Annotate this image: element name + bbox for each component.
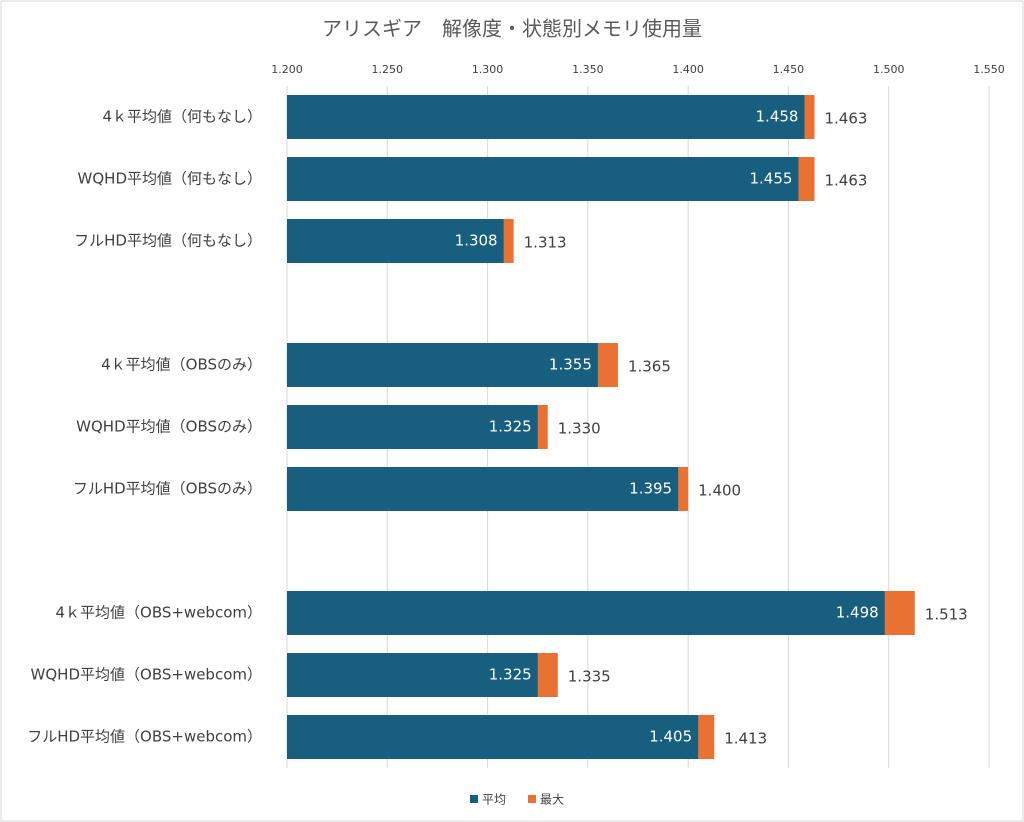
value-label: 1.413 xyxy=(724,730,767,748)
bar xyxy=(287,95,805,139)
legend-label: 最大 xyxy=(540,793,564,807)
value-label: 1.355 xyxy=(549,356,592,374)
y-tick-label: フルHD平均値（OBS+webcom） xyxy=(27,728,262,746)
y-tick-label: フルHD平均値（何もなし） xyxy=(74,232,262,250)
x-tick-label: 1.350 xyxy=(572,63,604,76)
bar xyxy=(287,653,538,697)
bar xyxy=(287,219,504,263)
y-tick-label: 4ｋ平均値（OBS+webcom） xyxy=(55,604,262,622)
value-label: 1.365 xyxy=(628,358,671,376)
bar xyxy=(287,715,699,759)
value-label: 1.313 xyxy=(524,234,567,252)
value-label: 1.463 xyxy=(825,110,868,128)
bar xyxy=(287,591,885,635)
y-tick-label: フルHD平均値（OBSのみ） xyxy=(73,480,262,498)
chart-title: アリスギア 解像度・状態別メモリ使用量 xyxy=(322,17,702,41)
y-tick-label: 4ｋ平均値（何もなし） xyxy=(102,108,262,126)
x-tick-label: 1.500 xyxy=(873,63,905,76)
y-tick-label: WQHD平均値（OBS+webcom） xyxy=(31,666,262,684)
value-label: 1.325 xyxy=(489,666,532,684)
value-label: 1.325 xyxy=(489,418,532,436)
y-tick-label: WQHD平均値（何もなし） xyxy=(78,170,262,188)
value-label: 1.458 xyxy=(756,108,799,126)
value-label: 1.463 xyxy=(825,172,868,190)
value-label: 1.498 xyxy=(836,604,879,622)
legend-label: 平均 xyxy=(482,793,506,807)
x-tick-label: 1.250 xyxy=(372,63,404,76)
x-tick-label: 1.450 xyxy=(773,63,805,76)
bar xyxy=(287,467,679,511)
value-label: 1.400 xyxy=(698,482,741,500)
y-tick-label: WQHD平均値（OBSのみ） xyxy=(76,418,262,436)
value-label: 1.308 xyxy=(455,232,498,250)
value-label: 1.330 xyxy=(558,420,601,438)
bar xyxy=(287,343,598,387)
x-tick-label: 1.550 xyxy=(973,63,1005,76)
x-tick-label: 1.300 xyxy=(472,63,504,76)
bar xyxy=(287,405,538,449)
x-tick-label: 1.400 xyxy=(672,63,704,76)
value-label: 1.405 xyxy=(649,728,692,746)
legend-swatch xyxy=(470,795,478,803)
y-tick-label: 4ｋ平均値（OBSのみ） xyxy=(101,356,262,374)
legend-swatch xyxy=(528,795,536,803)
value-label: 1.455 xyxy=(750,170,793,188)
x-tick-label: 1.200 xyxy=(271,63,303,76)
bar xyxy=(287,157,799,201)
value-label: 1.513 xyxy=(925,606,968,624)
value-label: 1.335 xyxy=(568,668,611,686)
value-label: 1.395 xyxy=(629,480,672,498)
